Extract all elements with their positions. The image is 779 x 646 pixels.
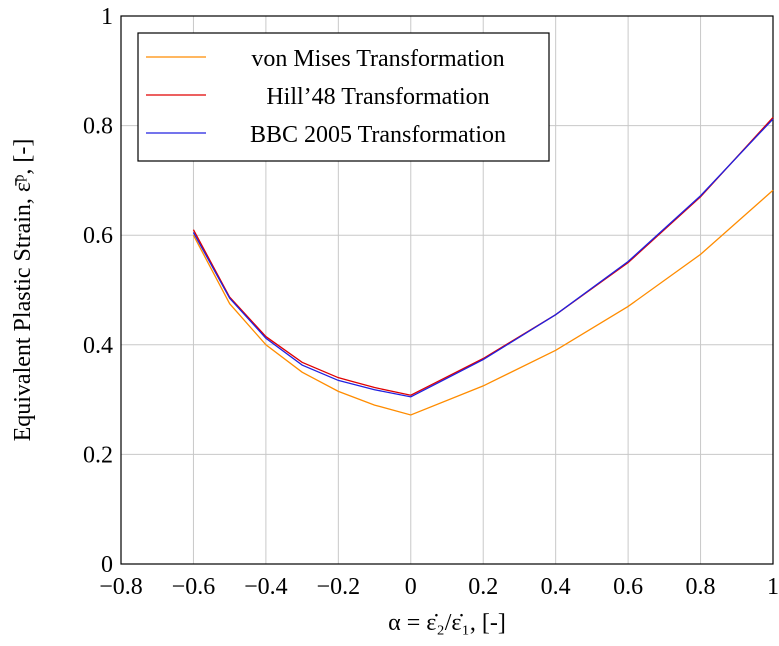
y-tick-label: 1	[101, 4, 113, 30]
legend-label: Hill’48 Transformation	[266, 84, 489, 110]
series-line	[192, 118, 774, 398]
x-tick-label: −0.6	[172, 574, 216, 600]
x-tick-label: 0.8	[686, 574, 716, 600]
x-tick-label: −0.8	[99, 574, 143, 600]
y-tick-label: 0	[101, 552, 113, 578]
x-tick-label: 1	[767, 574, 779, 600]
series-line	[192, 116, 774, 396]
plot-frame	[120, 15, 774, 565]
series-line	[192, 189, 774, 416]
legend-label: von Mises Transformation	[251, 46, 504, 72]
y-tick-label: 0.4	[83, 333, 113, 359]
y-tick-label: 0.2	[83, 442, 113, 468]
y-axis-label: Equivalent Plastic Strain, ε̄ᵖ, [-]	[10, 139, 36, 442]
legend-box	[137, 32, 550, 162]
y-tick-label: 0.8	[83, 114, 113, 140]
y-tick-label: 0.6	[83, 223, 113, 249]
x-tick-label: 0	[405, 574, 417, 600]
x-tick-label: 0.4	[541, 574, 571, 600]
x-tick-label: 0.6	[613, 574, 643, 600]
x-axis-label: α = ε̇₂/ε̇₁, [-]	[388, 610, 506, 636]
x-tick-label: 0.2	[468, 574, 498, 600]
x-tick-label: −0.2	[317, 574, 361, 600]
legend-label: BBC 2005 Transformation	[250, 122, 506, 148]
x-tick-label: −0.4	[244, 574, 288, 600]
